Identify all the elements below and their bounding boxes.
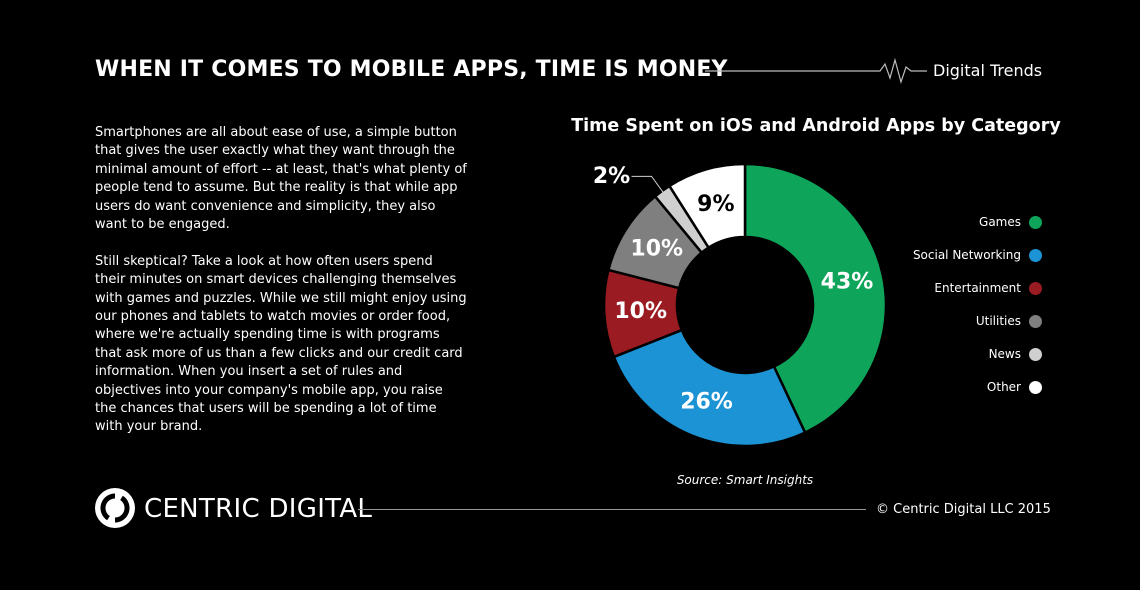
chart-title: Time Spent on iOS and Android Apps by Ca… [571, 116, 1061, 136]
section-tag: Digital Trends [933, 61, 1043, 80]
legend-swatch [1029, 215, 1042, 229]
footer-divider [358, 509, 866, 510]
paragraph-1: Smartphones are all about ease of use, a… [95, 125, 467, 233]
paragraph-2: Still skeptical? Take a look at how ofte… [95, 253, 467, 435]
slice-label-social-networking: 26% [680, 390, 733, 415]
heartbeat-line-icon [705, 58, 927, 84]
legend-label: Social Networking [912, 248, 1021, 262]
legend-item-entertainment: Entertainment [934, 278, 1042, 298]
legend-label: Games [979, 215, 1021, 229]
legend-swatch [1029, 314, 1042, 328]
legend-item-social-networking: Social Networking [913, 245, 1042, 265]
slice-social-networking [612, 328, 807, 448]
legend-item-utilities: Utilities [976, 311, 1042, 331]
article-body: Smartphones are all about ease of use, a… [95, 124, 467, 455]
centric-digital-logo-icon [95, 488, 135, 528]
legend-swatch [1029, 347, 1042, 361]
copyright: © Centric Digital LLC 2015 [876, 502, 1051, 517]
legend-item-other: Other [987, 377, 1042, 397]
slice-label-games: 43% [821, 270, 874, 295]
legend-label: News [988, 347, 1021, 361]
legend-item-games: Games [979, 212, 1042, 232]
legend-label: Other [986, 380, 1021, 394]
legend-swatch [1029, 281, 1042, 295]
slice-label-other: 9% [697, 192, 734, 217]
slice-games [743, 162, 888, 435]
legend-label: Utilities [975, 314, 1021, 328]
slice-other [667, 162, 747, 250]
slice-label-utilities: 10% [630, 237, 683, 262]
page-title: WHEN IT COMES TO MOBILE APPS, TIME IS MO… [95, 57, 728, 82]
chart-source: Source: Smart Insights [676, 473, 814, 487]
legend-label: Entertainment [934, 281, 1021, 295]
slice-leader-line-news [631, 175, 668, 198]
slice-label-news: 2% [593, 164, 630, 189]
logo-text: CENTRIC DIGITAL [144, 494, 373, 524]
slice-label-entertainment: 10% [614, 299, 667, 324]
legend-swatch [1029, 380, 1042, 394]
legend-swatch [1029, 248, 1042, 262]
legend-item-news: News [989, 344, 1042, 364]
